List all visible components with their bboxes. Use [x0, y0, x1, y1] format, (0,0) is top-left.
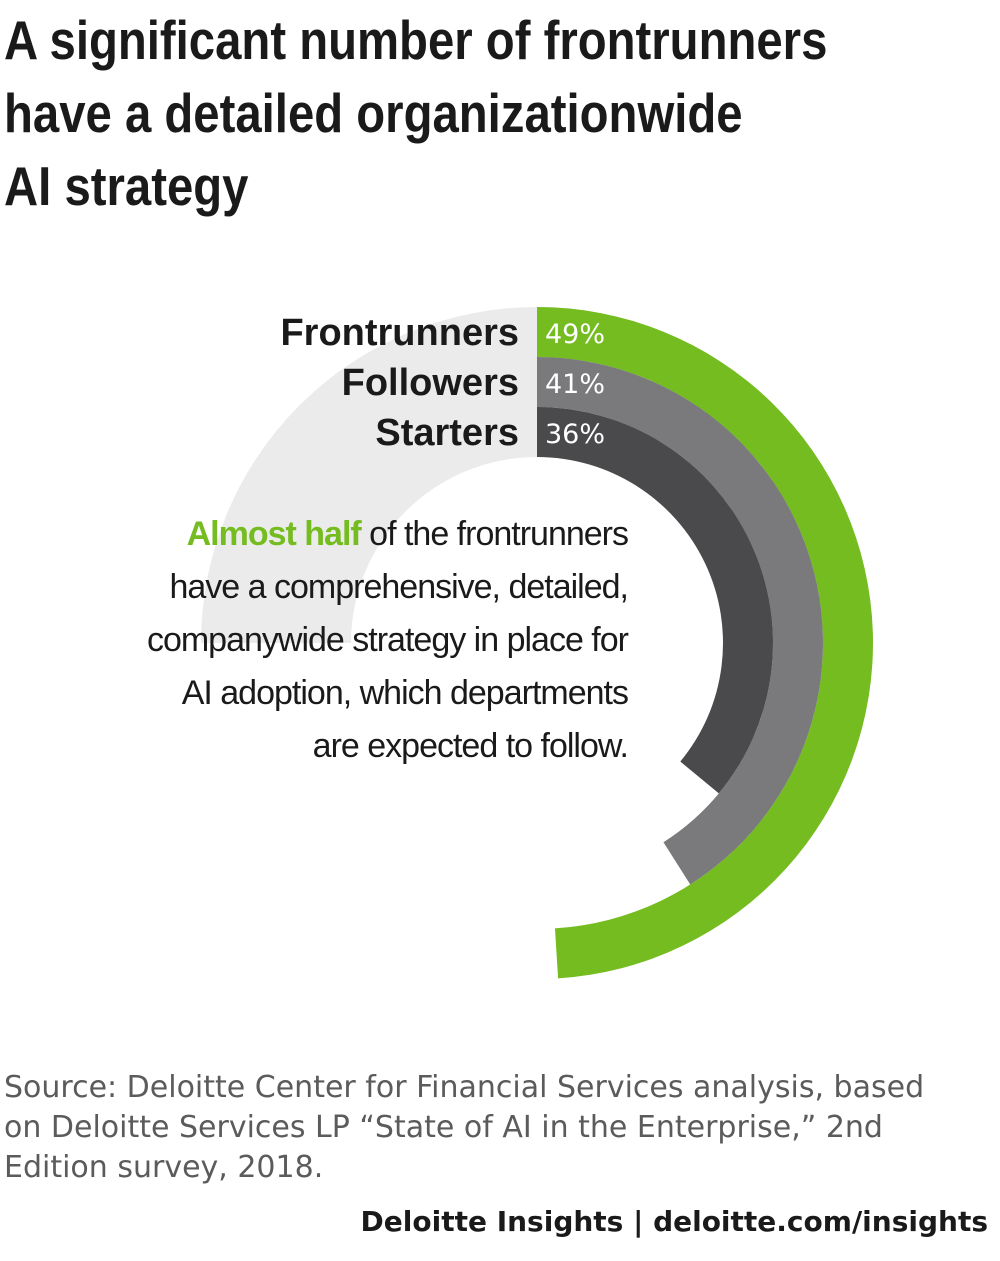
- footer-credit: Deloitte Insights | deloitte.com/insight…: [360, 1205, 988, 1238]
- bar-frontrunners: [537, 307, 873, 979]
- value-label-followers: 41%: [545, 369, 605, 400]
- callout-highlight: Almost half: [186, 515, 362, 553]
- chart-title: A significant number of frontrunners hav…: [4, 4, 847, 223]
- callout-line: AI adoption, which departments: [181, 674, 629, 712]
- category-label-frontrunners: Frontrunners: [280, 312, 519, 354]
- title-line: AI strategy: [4, 155, 249, 217]
- source-note: Source: Deloitte Center for Financial Se…: [4, 1070, 925, 1185]
- callout-text: Almost half of the frontrunners have a c…: [100, 508, 629, 773]
- category-label-followers: Followers: [342, 362, 519, 404]
- callout-line: have a comprehensive, detailed,: [169, 568, 629, 606]
- value-label-frontrunners: 49%: [545, 319, 605, 350]
- title-line: A significant number of frontrunners: [4, 9, 828, 71]
- callout-line: companywide strategy in place for: [146, 621, 629, 659]
- callout-line: are expected to follow.: [312, 727, 629, 765]
- value-label-starters: 36%: [545, 419, 605, 450]
- bar-followers: [537, 357, 823, 885]
- category-label-starters: Starters: [375, 412, 519, 454]
- title-line: have a detailed organizationwide: [4, 82, 743, 144]
- bar-starters: [537, 407, 773, 794]
- callout-line: of the frontrunners: [369, 515, 629, 553]
